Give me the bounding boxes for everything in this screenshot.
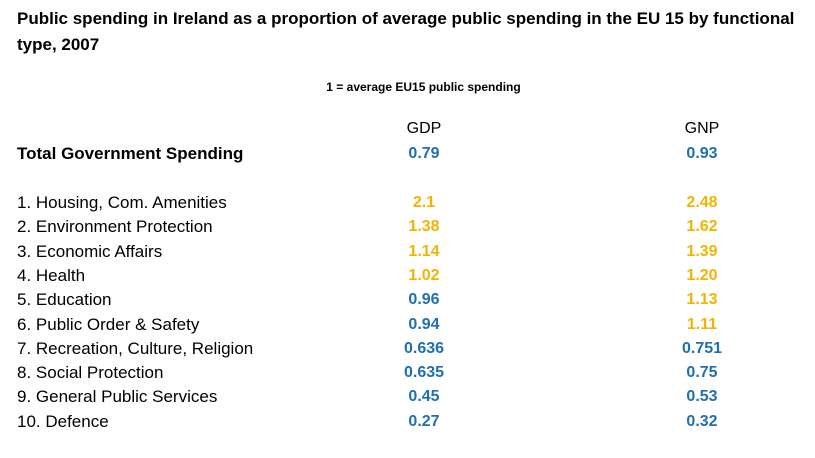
- row-gnp-value: 1.20: [686, 267, 718, 284]
- column-header-gnp: GNP: [684, 120, 720, 137]
- row-gnp-value: 0.751: [681, 340, 723, 357]
- row-gdp-value: 1.14: [408, 243, 440, 260]
- row-label: 3. Economic Affairs: [17, 242, 163, 261]
- row-gnp-value: 2.48: [686, 194, 718, 211]
- row-gdp-value: 1.02: [408, 267, 440, 284]
- row-gdp-value: 0.45: [408, 388, 440, 405]
- row-label: 2. Environment Protection: [17, 217, 213, 236]
- row-gnp-value: 1.62: [686, 218, 718, 235]
- row-label: 8. Social Protection: [17, 363, 164, 382]
- row-gnp-value: 0.32: [686, 413, 718, 430]
- total-gdp-value: 0.79: [408, 145, 440, 162]
- total-gnp-value: 0.93: [686, 145, 718, 162]
- row-gnp-value: 1.11: [686, 316, 718, 333]
- row-gdp-value: 0.27: [408, 413, 440, 430]
- row-gdp-value: 1.38: [408, 218, 440, 235]
- row-gnp-value: 1.13: [686, 291, 718, 308]
- row-gdp-value: 0.635: [403, 364, 445, 381]
- row-gnp-value: 1.39: [686, 243, 718, 260]
- row-label: 10. Defence: [17, 412, 109, 431]
- row-gdp-value: 0.636: [403, 340, 445, 357]
- row-gnp-value: 0.75: [686, 364, 718, 381]
- row-label: 7. Recreation, Culture, Religion: [17, 339, 254, 358]
- row-gnp-value: 0.53: [686, 388, 718, 405]
- column-header-gdp: GDP: [406, 120, 442, 137]
- row-gdp-value: 0.96: [408, 291, 440, 308]
- row-gdp-value: 0.94: [408, 316, 440, 333]
- chart-title: Public spending in Ireland as a proporti…: [17, 9, 795, 54]
- row-label: 5. Education: [17, 290, 112, 309]
- chart-note: 1 = average EU15 public spending: [326, 80, 521, 94]
- row-label: 6. Public Order & Safety: [17, 315, 200, 334]
- row-gdp-value: 2.1: [412, 194, 436, 211]
- row-label: 4. Health: [17, 266, 86, 285]
- row-label: 1. Housing, Com. Amenities: [17, 193, 227, 212]
- row-label: 9. General Public Services: [17, 387, 218, 406]
- total-label: Total Government Spending: [17, 144, 244, 163]
